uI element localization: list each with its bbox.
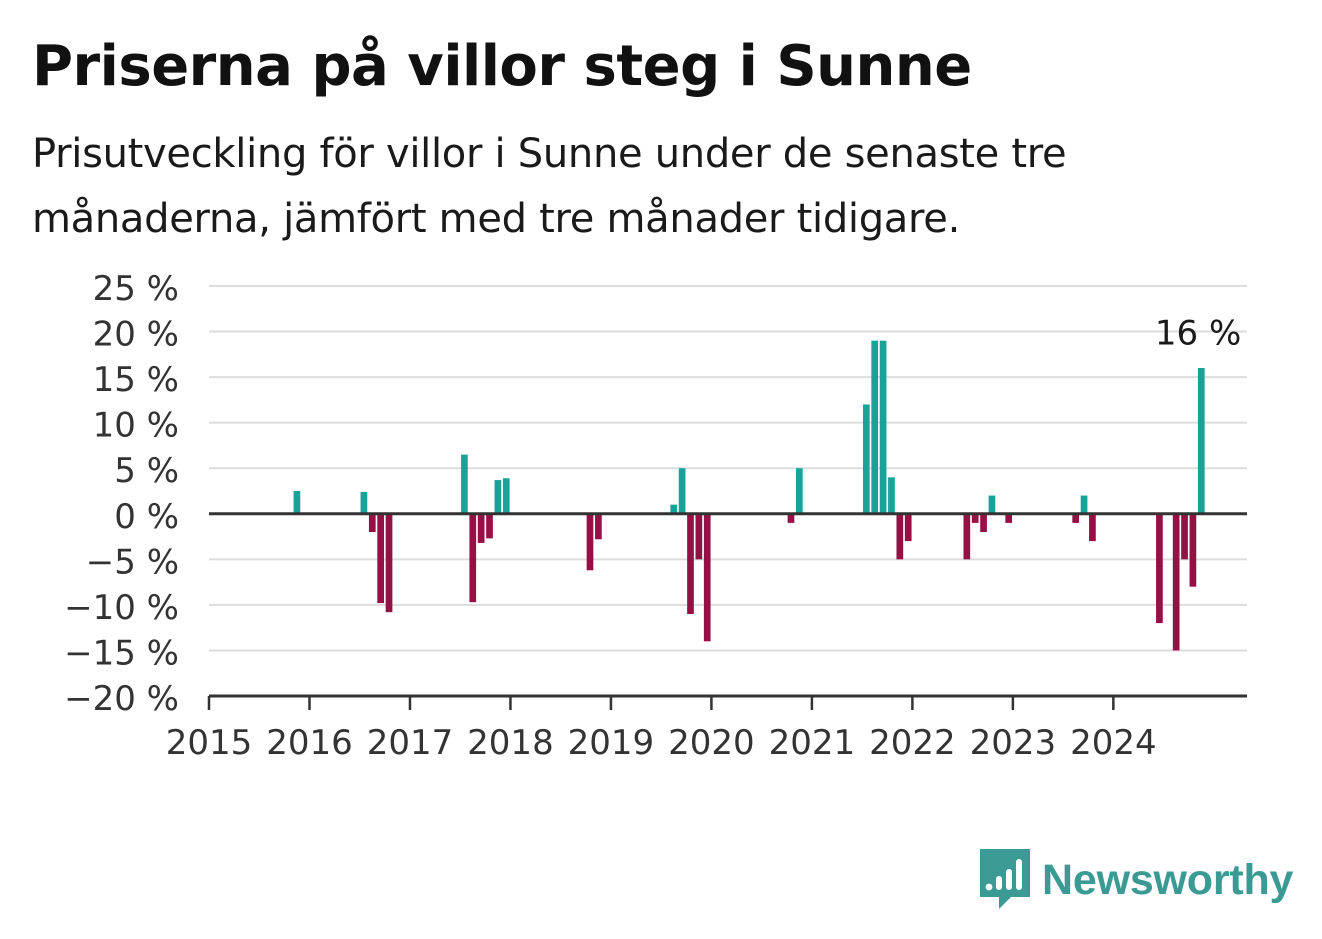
- bar: [678, 468, 686, 514]
- bar: [486, 513, 493, 539]
- y-tick-label: 10 %: [93, 406, 179, 446]
- bar: [879, 340, 887, 514]
- x-tick-label: 2018: [467, 723, 554, 763]
- bar: [795, 468, 803, 514]
- y-tick-label: −10 %: [64, 588, 179, 628]
- bar: [586, 513, 594, 571]
- bar: [1156, 513, 1163, 624]
- x-tick-label: 2020: [668, 723, 755, 763]
- bar: [971, 513, 979, 523]
- bar: [1080, 495, 1088, 514]
- labels: 25 % 20 % 15 % 10 % 5 % 0 % −5 % −10 % −15 % −20 …: [64, 269, 1241, 763]
- bar: [1005, 513, 1013, 523]
- bar: [595, 513, 602, 540]
- brand-logo: Newsworthy: [980, 848, 1293, 912]
- bar: [1197, 368, 1205, 514]
- bar: [1072, 513, 1080, 523]
- y-tick-label: 0 %: [114, 497, 179, 537]
- bar: [862, 404, 870, 514]
- bar: [469, 513, 477, 603]
- bar: [477, 513, 485, 543]
- y-tick-label: −5 %: [86, 542, 179, 582]
- x-tick-label: 2016: [266, 723, 353, 763]
- bar: [461, 454, 468, 514]
- bar: [1089, 513, 1096, 542]
- x-tick-label: 2015: [166, 723, 253, 763]
- chart-title: Priserna på villor steg i Sunne: [32, 34, 972, 99]
- bar: [896, 513, 904, 560]
- bar: [695, 513, 703, 560]
- bar: [687, 513, 694, 614]
- bar: [368, 513, 376, 532]
- x-tick-label: 2021: [769, 723, 856, 763]
- bar: [703, 513, 711, 642]
- newsworthy-logo-icon: [980, 849, 1030, 909]
- bar: [787, 513, 795, 523]
- bar: [377, 513, 385, 604]
- bar: [871, 340, 879, 514]
- bar: [988, 495, 996, 514]
- bar: [360, 491, 368, 514]
- bar: [980, 513, 987, 532]
- bar: [904, 513, 912, 542]
- y-tick-label: 15 %: [93, 360, 179, 400]
- x-tick-label: 2023: [970, 723, 1057, 763]
- bar: [670, 504, 678, 514]
- bar: [494, 480, 502, 514]
- grid-lines: [209, 285, 1247, 652]
- bar: [963, 513, 971, 560]
- x-tick-label: 2022: [869, 723, 956, 763]
- y-tick-label: −20 %: [64, 679, 179, 719]
- annotation-label: 16 %: [1155, 314, 1241, 354]
- bar: [1172, 513, 1180, 651]
- bar: [385, 513, 393, 613]
- brand-name: Newsworthy: [1042, 855, 1294, 904]
- y-tick-label: 25 %: [93, 269, 179, 309]
- y-tick-label: −15 %: [64, 633, 179, 673]
- y-tick-label: 5 %: [114, 451, 179, 491]
- bar: [1181, 513, 1188, 560]
- axes: [207, 512, 1247, 710]
- chart-subtitle: Prisutveckling för villor i Sunne under …: [32, 131, 1067, 242]
- bar: [888, 477, 895, 514]
- x-tick-label: 2024: [1070, 723, 1157, 763]
- x-tick-label: 2019: [568, 723, 655, 763]
- bar: [293, 491, 301, 514]
- x-tick-label: 2017: [367, 723, 454, 763]
- bar: [1189, 513, 1197, 587]
- bar: [502, 478, 510, 514]
- bars: [293, 340, 1205, 651]
- y-tick-label: 20 %: [93, 315, 179, 355]
